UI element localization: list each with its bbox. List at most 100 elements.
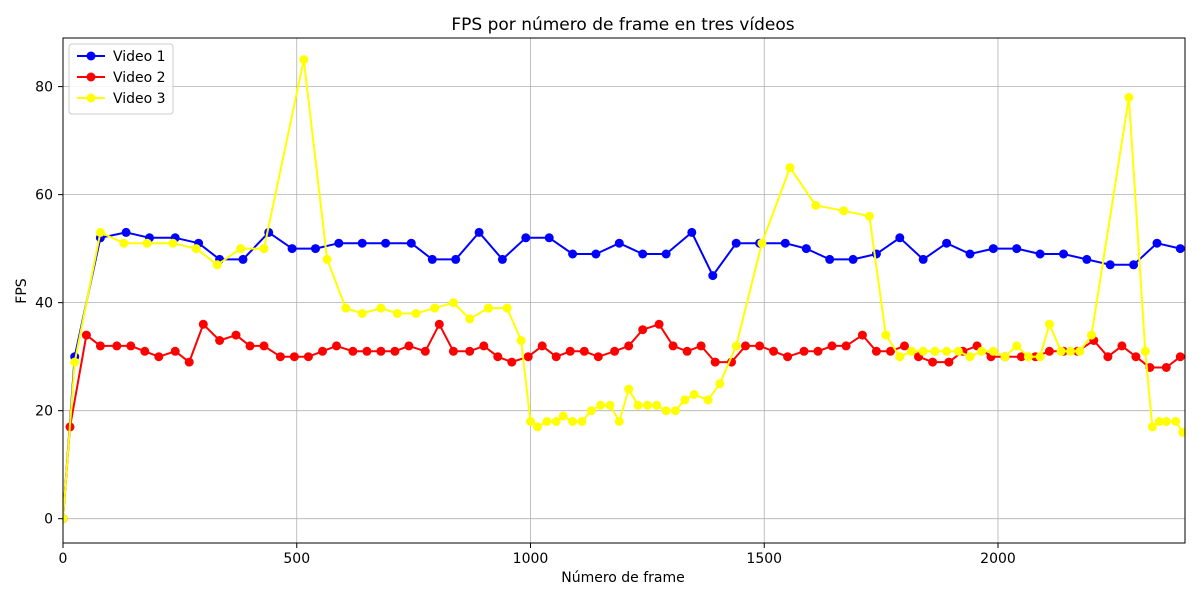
axis-ticks: 0 500 1000 1500 2000 0 20 40 60 80	[35, 80, 1016, 567]
data-point	[1152, 238, 1162, 248]
data-point	[689, 390, 699, 399]
data-point	[376, 346, 386, 356]
data-point	[642, 400, 652, 410]
data-point	[434, 319, 444, 329]
data-point	[502, 303, 512, 313]
data-point	[275, 352, 285, 362]
data-point	[483, 303, 493, 313]
data-point	[881, 330, 891, 340]
data-point	[895, 233, 905, 243]
data-point	[928, 357, 938, 367]
data-point	[900, 341, 909, 351]
data-point	[381, 238, 391, 248]
data-point	[1012, 341, 1022, 351]
data-point	[1161, 417, 1171, 426]
data-point	[1012, 244, 1022, 254]
data-point	[551, 352, 561, 362]
data-point	[682, 346, 692, 356]
data-point	[448, 298, 458, 308]
data-point	[614, 417, 624, 426]
data-point	[1035, 249, 1045, 259]
data-point	[1035, 352, 1045, 362]
data-point	[142, 238, 152, 248]
y-tick-label: 0	[44, 512, 53, 528]
data-point	[465, 314, 475, 324]
data-point	[357, 309, 367, 318]
data-point	[661, 249, 671, 259]
data-point	[942, 238, 952, 248]
data-point	[596, 400, 606, 410]
data-point	[638, 325, 648, 335]
data-point	[523, 352, 533, 362]
series-2	[63, 319, 1185, 524]
data-point	[988, 346, 998, 356]
data-point	[390, 346, 400, 356]
data-point	[670, 406, 680, 416]
data-point	[259, 341, 269, 351]
data-point	[521, 233, 531, 243]
data-point	[507, 357, 517, 367]
data-point	[430, 303, 440, 313]
data-point	[988, 244, 998, 254]
data-point	[638, 249, 648, 259]
data-point	[493, 352, 503, 362]
y-axis-label: FPS	[14, 278, 30, 303]
data-point	[1131, 352, 1141, 362]
data-point	[63, 514, 68, 524]
data-point	[918, 346, 928, 356]
data-point	[1056, 346, 1066, 356]
data-point	[886, 346, 895, 356]
data-point	[1175, 352, 1185, 362]
data-point	[126, 341, 136, 351]
data-point	[568, 249, 578, 259]
data-point	[95, 227, 105, 237]
data-point	[140, 346, 150, 356]
data-point	[404, 341, 414, 351]
data-point	[708, 271, 718, 281]
series-line	[63, 231, 1181, 519]
x-tick-label: 500	[283, 551, 310, 567]
data-point	[668, 341, 678, 351]
data-point	[465, 346, 475, 356]
data-point	[392, 309, 402, 318]
data-point	[95, 341, 105, 351]
data-point	[1087, 330, 1096, 340]
data-point	[755, 341, 765, 351]
data-point	[70, 357, 80, 367]
data-point	[112, 341, 122, 351]
series-line	[63, 58, 1184, 519]
x-tick-label: 1500	[746, 551, 782, 567]
x-tick-label: 1000	[513, 551, 549, 567]
data-point	[236, 244, 246, 254]
data-point	[289, 352, 299, 362]
data-point	[841, 341, 851, 351]
data-point	[1171, 417, 1181, 426]
data-point	[406, 238, 416, 248]
data-point	[215, 336, 225, 345]
data-point	[942, 346, 952, 356]
data-point	[813, 346, 823, 356]
data-point	[1082, 254, 1092, 264]
data-point	[1161, 363, 1171, 372]
series-3	[63, 55, 1185, 524]
chart-title: FPS por número de frame en tres vídeos	[451, 15, 794, 35]
data-point	[376, 303, 386, 313]
data-point	[318, 346, 327, 356]
data-point	[212, 260, 222, 270]
data-point	[624, 341, 634, 351]
data-point	[1154, 417, 1164, 426]
series-layer	[63, 55, 1185, 524]
data-point	[977, 346, 987, 356]
data-point	[715, 379, 725, 389]
data-point	[907, 346, 916, 356]
data-point	[357, 238, 367, 248]
legend-marker	[86, 93, 96, 103]
data-point	[696, 341, 706, 351]
data-point	[1044, 319, 1054, 329]
data-point	[825, 254, 835, 264]
data-point	[544, 233, 554, 243]
data-point	[1147, 422, 1157, 432]
data-point	[1103, 352, 1113, 362]
data-point	[780, 238, 790, 248]
